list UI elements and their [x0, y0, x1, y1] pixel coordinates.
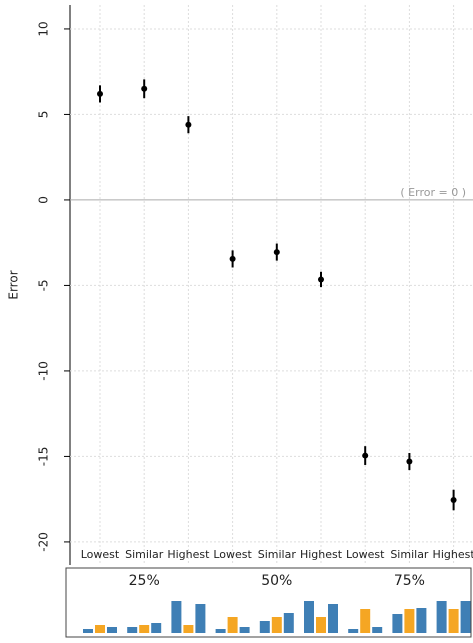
thumbnail-bar [360, 609, 371, 633]
y-tick-label: -5 [37, 279, 51, 291]
group-label: 50% [261, 573, 292, 589]
thumbnail-bar [195, 604, 206, 633]
thumbnail-bar [271, 617, 282, 633]
thumbnail-bar [416, 608, 427, 633]
thumbnail-bar [328, 604, 338, 633]
thumbnail-bar [239, 627, 250, 633]
x-tick-label: Highest [433, 548, 473, 561]
thumbnail-bar [436, 601, 447, 633]
thumbnail-bar [171, 601, 182, 633]
x-tick-label: Highest [167, 548, 210, 561]
group-label: 25% [129, 573, 160, 589]
thumbnail-bar [316, 617, 326, 633]
thumbnail-bar [259, 621, 270, 633]
point [450, 497, 457, 504]
point [229, 255, 236, 262]
annotation: ( Error = 0 ) [400, 186, 466, 199]
thumbnail-bar [372, 627, 383, 633]
point [406, 458, 413, 465]
thumbnail-bar [183, 625, 194, 633]
thumbnail-bar [95, 625, 105, 633]
thumbnail-bar [283, 613, 294, 633]
y-tick-label: 5 [37, 111, 51, 119]
thumbnail-bar [107, 627, 117, 633]
y-axis-label: Error [7, 270, 21, 299]
y-tick-label: -10 [37, 361, 51, 381]
thumbnail-bar [448, 609, 459, 633]
x-tick-label: Lowest [213, 548, 252, 561]
point [97, 90, 103, 97]
y-tick-label: 0 [37, 196, 51, 204]
thumbnail-bar [83, 629, 93, 633]
thumbnail-bar [151, 623, 162, 633]
thumbnail-bar [215, 629, 226, 633]
y-tick-label: -15 [37, 447, 51, 467]
point [318, 276, 324, 283]
group-label: 75% [394, 573, 425, 589]
thumbnail-panel [65, 567, 472, 638]
x-tick-label: Similar [390, 548, 429, 561]
point [273, 249, 280, 256]
thumbnail-bar [227, 617, 238, 633]
thumbnail-bar [404, 609, 415, 633]
x-tick-label: Similar [125, 548, 164, 561]
x-tick-label: Similar [258, 548, 297, 561]
thumbnail-bar [127, 627, 138, 633]
thumbnail-bar [139, 625, 150, 633]
thumbnail-bar [460, 601, 471, 633]
point [362, 452, 369, 459]
point [141, 85, 148, 92]
thumbnail-bar [348, 629, 359, 633]
x-tick-label: Highest [300, 548, 343, 561]
y-tick-label: -20 [37, 532, 51, 552]
point [185, 121, 192, 128]
thumbnail-bar [304, 601, 314, 633]
x-tick-label: Lowest [346, 548, 385, 561]
thumbnail-bar [392, 614, 403, 633]
x-tick-label: Lowest [81, 548, 120, 561]
y-tick-label: 10 [37, 21, 51, 36]
